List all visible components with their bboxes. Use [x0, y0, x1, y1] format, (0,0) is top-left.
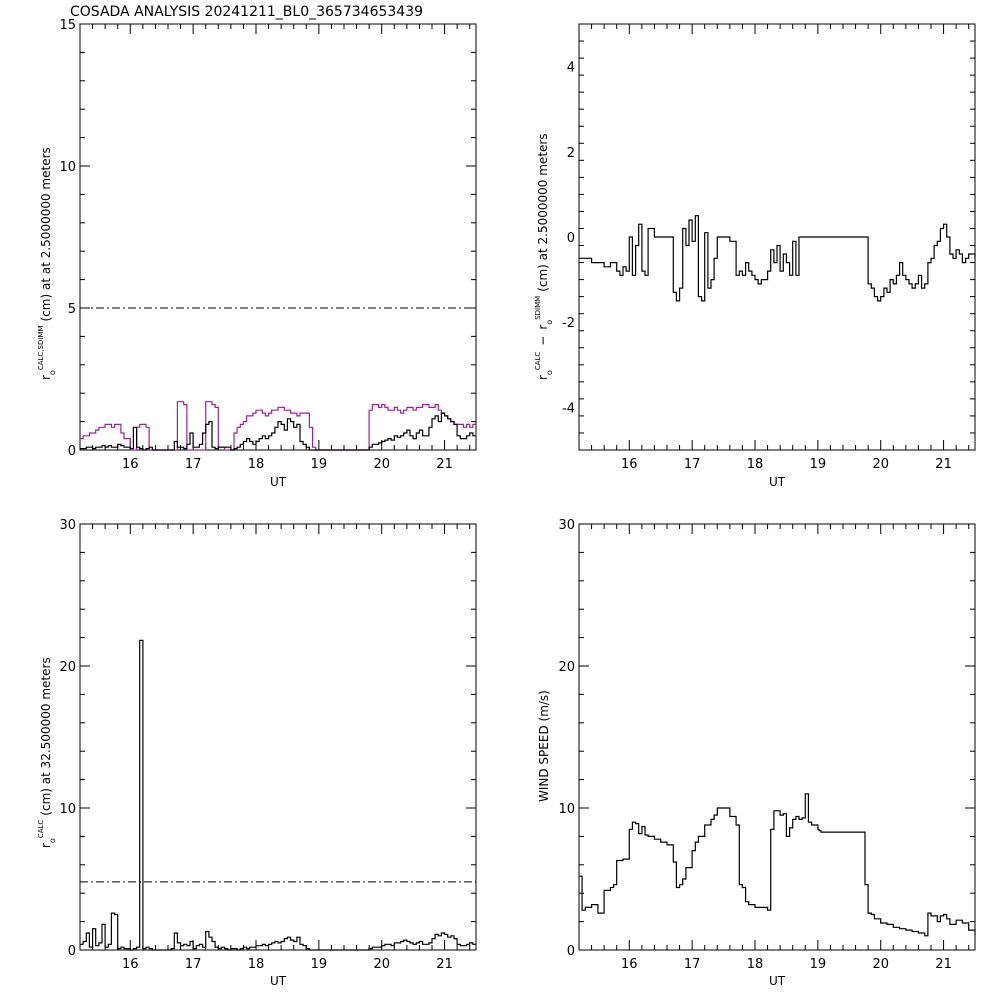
x-tick-label: 18	[747, 957, 764, 972]
plot-frame	[79, 23, 477, 451]
y-tick-label: 10	[59, 802, 76, 817]
series-line-0	[579, 215, 976, 302]
y-axis-label: roCALC−roSDIMM(cm) at 2.5000000 meters	[534, 133, 554, 380]
x-tick-label: 20	[872, 957, 889, 972]
figure-title: COSADA ANALYSIS 20241211_BL0_36573465343…	[70, 4, 423, 20]
panel-wind-speed: UT WIND SPEED (m/s) 16 17 18 19 20 21 0 10 20 30	[537, 518, 976, 988]
y-tick-label: 30	[558, 518, 575, 533]
panel-r0-calc-32m: UT roCALC(cm) at 32.500000 meters 16 17 18…	[37, 518, 477, 988]
panel-r0-difference: UT roCALC−roSDIMM(cm) at 2.5000000 meter…	[534, 23, 976, 489]
x-tick-label: 19	[810, 457, 827, 472]
x-tick-label: 18	[248, 457, 265, 472]
chart-marks: 16 17 18 19 20 21 0 10 20 30	[558, 518, 976, 972]
y-tick-label: 30	[59, 518, 76, 533]
y-tick-label: -4	[562, 401, 575, 416]
y-tick-label: 5	[68, 302, 76, 317]
x-tick-label: 19	[311, 957, 328, 972]
panel-r0-calc-sdimm: UT roCALC,SDIMM(cm) at at 2.5000000 mete…	[37, 18, 477, 489]
x-tick-label: 16	[621, 957, 638, 972]
x-tick-label: 21	[436, 957, 453, 972]
series-line-1	[80, 412, 476, 451]
x-tick-label: 16	[122, 457, 139, 472]
y-tick-label: 0	[68, 444, 76, 459]
x-axis-label: UT	[270, 475, 287, 489]
series-line-0	[80, 639, 476, 951]
y-tick-label: 20	[558, 660, 575, 675]
y-axis-label: WIND SPEED (m/s)	[537, 690, 551, 802]
plot-frame	[578, 523, 976, 951]
y-tick-label: 2	[567, 146, 575, 161]
x-tick-label: 18	[248, 957, 265, 972]
y-tick-label: 10	[59, 160, 76, 175]
x-tick-label: 20	[872, 457, 889, 472]
series-line-0	[80, 401, 476, 451]
x-tick-label: 20	[373, 457, 390, 472]
x-tick-label: 17	[684, 957, 701, 972]
x-axis-label: UT	[769, 974, 786, 988]
y-axis-label: roCALC(cm) at 32.500000 meters	[37, 657, 57, 848]
y-tick-label: 10	[558, 802, 575, 817]
x-tick-label: 18	[747, 457, 764, 472]
x-tick-label: 17	[185, 957, 202, 972]
x-tick-label: 17	[684, 457, 701, 472]
plot-frame	[79, 523, 477, 951]
x-tick-label: 17	[185, 457, 202, 472]
x-tick-label: 20	[373, 957, 390, 972]
chart-marks: 16 17 18 19 20 21 -4 -2 0 2 4	[562, 23, 976, 472]
x-axis-label: UT	[769, 475, 786, 489]
chart-marks: 16 17 18 19 20 21 0 5 10 15	[59, 18, 476, 472]
x-tick-label: 16	[621, 457, 638, 472]
y-tick-label: 20	[59, 660, 76, 675]
x-tick-label: 16	[122, 957, 139, 972]
y-tick-label: 15	[59, 18, 76, 33]
chart-marks: 16 17 18 19 20 21 0 10 20 30	[59, 518, 476, 972]
x-tick-label: 21	[436, 457, 453, 472]
x-tick-label: 19	[810, 957, 827, 972]
y-axis-label: roCALC,SDIMM(cm) at at 2.5000000 meters	[37, 147, 57, 380]
x-tick-label: 19	[311, 457, 328, 472]
y-tick-label: 4	[567, 61, 575, 76]
y-tick-label: -2	[562, 316, 575, 331]
x-tick-label: 21	[935, 457, 952, 472]
plot-frame	[578, 23, 976, 451]
y-tick-label: 0	[567, 231, 575, 246]
y-tick-label: 0	[567, 944, 575, 959]
y-tick-label: 0	[68, 944, 76, 959]
x-tick-label: 21	[935, 957, 952, 972]
series-line-0	[579, 793, 976, 937]
x-axis-label: UT	[270, 974, 287, 988]
